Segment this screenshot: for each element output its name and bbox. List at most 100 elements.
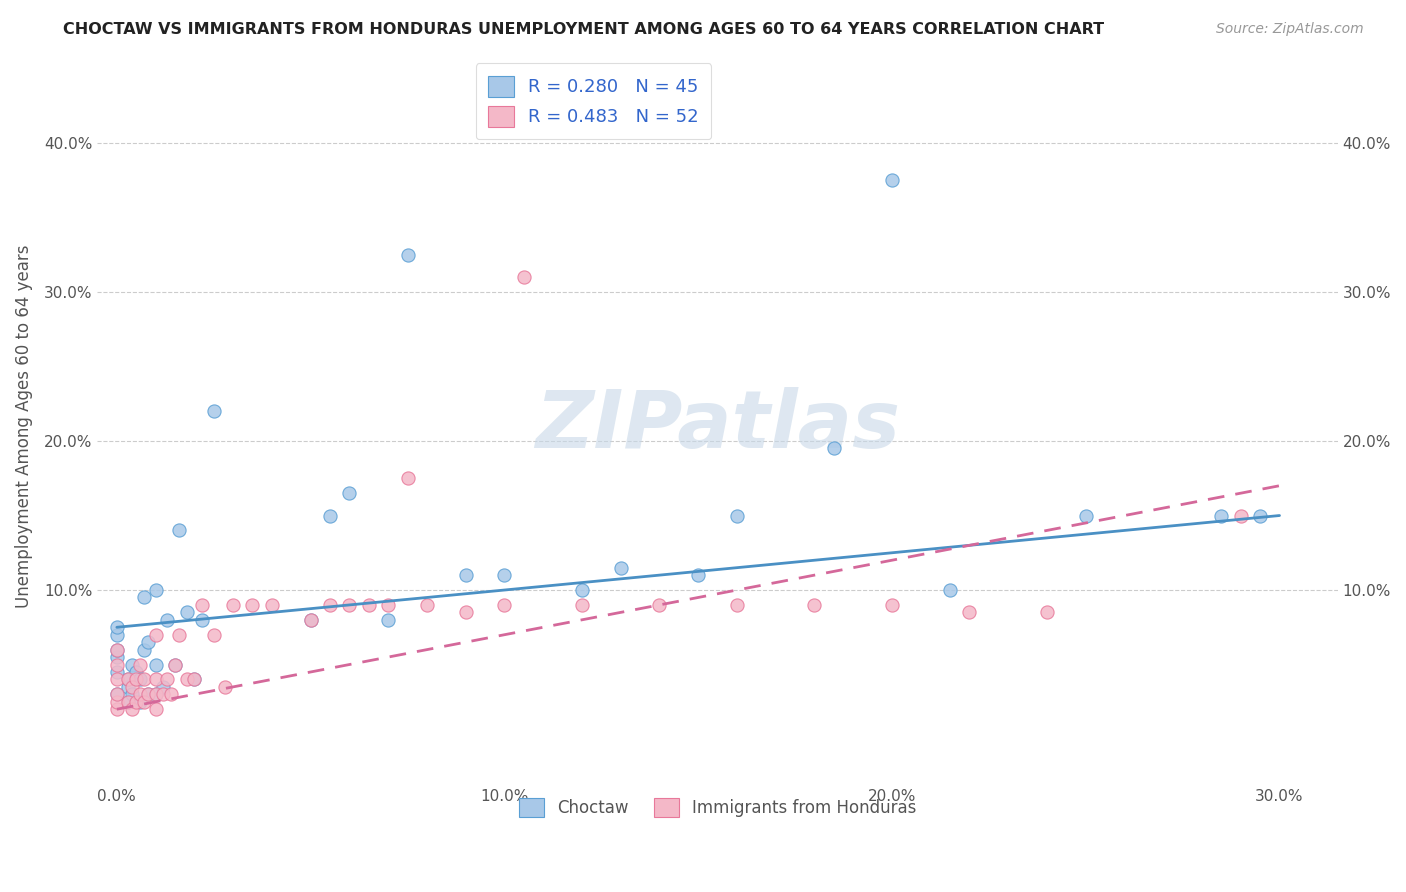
Point	[105, 642, 128, 657]
Point	[145, 628, 167, 642]
Point	[125, 695, 148, 709]
Point	[105, 702, 128, 716]
Point	[105, 687, 128, 701]
Point	[803, 598, 825, 612]
Point	[214, 680, 236, 694]
Point	[725, 598, 748, 612]
Point	[396, 248, 419, 262]
Point	[191, 598, 214, 612]
Point	[494, 598, 516, 612]
Point	[117, 673, 139, 687]
Point	[121, 657, 143, 672]
Point	[183, 673, 205, 687]
Point	[125, 665, 148, 679]
Point	[105, 628, 128, 642]
Point	[105, 665, 128, 679]
Point	[105, 620, 128, 634]
Point	[136, 635, 159, 649]
Point	[377, 598, 399, 612]
Text: Source: ZipAtlas.com: Source: ZipAtlas.com	[1216, 22, 1364, 37]
Point	[880, 598, 903, 612]
Point	[145, 702, 167, 716]
Point	[299, 613, 322, 627]
Point	[494, 568, 516, 582]
Point	[121, 687, 143, 701]
Point	[145, 673, 167, 687]
Point	[145, 582, 167, 597]
Point	[242, 598, 264, 612]
Point	[571, 598, 593, 612]
Point	[129, 687, 152, 701]
Point	[129, 657, 152, 672]
Point	[202, 628, 225, 642]
Point	[337, 486, 360, 500]
Point	[688, 568, 710, 582]
Point	[377, 613, 399, 627]
Point	[117, 695, 139, 709]
Point	[319, 508, 342, 523]
Point	[105, 642, 128, 657]
Point	[396, 471, 419, 485]
Point	[136, 687, 159, 701]
Text: CHOCTAW VS IMMIGRANTS FROM HONDURAS UNEMPLOYMENT AMONG AGES 60 TO 64 YEARS CORRE: CHOCTAW VS IMMIGRANTS FROM HONDURAS UNEM…	[63, 22, 1104, 37]
Point	[163, 657, 186, 672]
Point	[145, 657, 167, 672]
Point	[156, 613, 179, 627]
Point	[129, 673, 152, 687]
Point	[1074, 508, 1097, 523]
Point	[132, 642, 155, 657]
Point	[959, 606, 981, 620]
Point	[183, 673, 205, 687]
Point	[725, 508, 748, 523]
Y-axis label: Unemployment Among Ages 60 to 64 years: Unemployment Among Ages 60 to 64 years	[15, 244, 32, 607]
Point	[299, 613, 322, 627]
Text: ZIPatlas: ZIPatlas	[536, 387, 900, 465]
Point	[357, 598, 380, 612]
Point	[513, 270, 536, 285]
Point	[1249, 508, 1271, 523]
Point	[571, 582, 593, 597]
Point	[260, 598, 283, 612]
Point	[222, 598, 245, 612]
Point	[125, 673, 148, 687]
Legend: Choctaw, Immigrants from Honduras: Choctaw, Immigrants from Honduras	[510, 789, 925, 825]
Point	[145, 687, 167, 701]
Point	[121, 680, 143, 694]
Point	[105, 687, 128, 701]
Point	[1036, 606, 1059, 620]
Point	[152, 687, 174, 701]
Point	[129, 695, 152, 709]
Point	[167, 524, 190, 538]
Point	[202, 404, 225, 418]
Point	[105, 673, 128, 687]
Point	[191, 613, 214, 627]
Point	[648, 598, 671, 612]
Point	[132, 591, 155, 605]
Point	[880, 173, 903, 187]
Point	[105, 657, 128, 672]
Point	[117, 673, 139, 687]
Point	[121, 702, 143, 716]
Point	[416, 598, 439, 612]
Point	[163, 657, 186, 672]
Point	[176, 606, 198, 620]
Point	[105, 695, 128, 709]
Point	[319, 598, 342, 612]
Point	[454, 606, 477, 620]
Point	[454, 568, 477, 582]
Point	[167, 628, 190, 642]
Point	[1211, 508, 1233, 523]
Point	[105, 650, 128, 665]
Point	[1229, 508, 1251, 523]
Point	[823, 442, 845, 456]
Point	[156, 673, 179, 687]
Point	[136, 687, 159, 701]
Point	[337, 598, 360, 612]
Point	[609, 560, 631, 574]
Point	[132, 673, 155, 687]
Point	[160, 687, 183, 701]
Point	[132, 695, 155, 709]
Point	[939, 582, 962, 597]
Point	[152, 680, 174, 694]
Point	[117, 695, 139, 709]
